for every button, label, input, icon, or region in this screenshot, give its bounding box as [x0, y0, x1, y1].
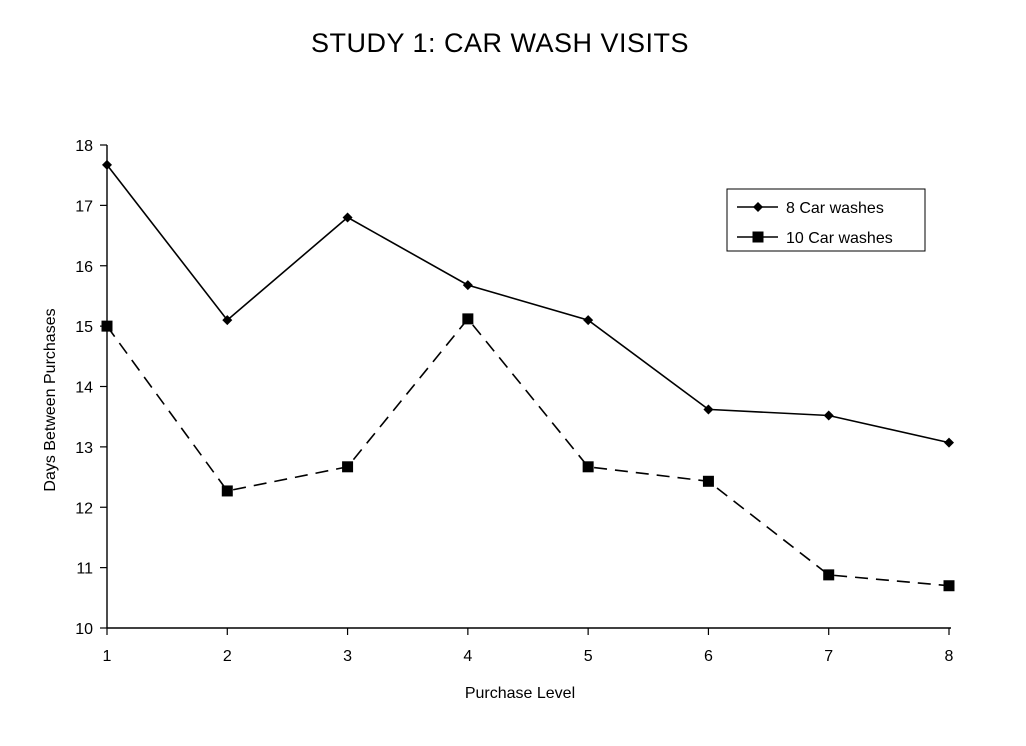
x-axis-ticks: 1 2 3 4 5 6 7 8	[103, 628, 954, 665]
square-marker	[823, 569, 835, 581]
diamond-marker	[703, 404, 714, 415]
y-tick-label: 10	[75, 621, 93, 638]
legend-entry: 10 Car washes	[737, 230, 893, 247]
square-marker	[702, 475, 714, 487]
y-tick-label: 12	[75, 500, 93, 517]
y-tick-label: 18	[75, 138, 93, 155]
diamond-marker	[823, 410, 834, 421]
y-axis-title: Days Between Purchases	[42, 308, 59, 491]
y-tick-label: 16	[75, 259, 93, 276]
square-marker	[582, 461, 594, 473]
x-tick-label: 7	[824, 648, 833, 665]
y-tick-label: 17	[75, 198, 93, 215]
diamond-marker	[102, 159, 112, 170]
square-marker	[221, 485, 233, 497]
y-tick-label: 14	[75, 380, 93, 397]
series-2	[101, 313, 955, 592]
series-line	[106, 164, 950, 444]
x-tick-label: 6	[704, 648, 713, 665]
x-tick-label: 5	[584, 648, 593, 665]
series-1	[102, 159, 954, 448]
legend: 8 Car washes 10 Car washes	[726, 188, 926, 252]
series-line	[106, 317, 950, 587]
diamond-marker	[462, 280, 473, 291]
x-tick-label: 4	[463, 648, 472, 665]
legend-square-marker	[752, 231, 764, 243]
legend-entries: 8 Car washes 10 Car washes	[737, 200, 893, 247]
legend-diamond-marker	[753, 202, 763, 212]
square-marker	[462, 313, 474, 325]
y-tick-label: 15	[75, 319, 93, 336]
legend-label: 10 Car washes	[786, 230, 893, 247]
square-marker	[101, 320, 113, 332]
y-tick-label: 13	[75, 440, 93, 457]
y-axis-ticks: 10 11 12 13 14 15 16 17 18	[75, 138, 107, 638]
diamond-marker	[342, 212, 353, 223]
x-axis-title: Purchase Level	[465, 685, 575, 702]
legend-entry: 8 Car washes	[737, 200, 884, 217]
diamond-marker	[583, 315, 594, 326]
x-tick-label: 3	[343, 648, 352, 665]
x-tick-label: 8	[945, 648, 954, 665]
square-marker	[342, 461, 354, 473]
x-tick-label: 1	[103, 648, 112, 665]
chart-title: STUDY 1: CAR WASH VISITS	[311, 28, 689, 58]
square-marker	[943, 580, 955, 592]
series-layer	[101, 159, 955, 592]
diamond-marker	[222, 315, 233, 326]
diamond-marker	[944, 437, 954, 448]
x-tick-label: 2	[223, 648, 232, 665]
y-tick-label: 11	[76, 561, 93, 578]
legend-label: 8 Car washes	[786, 200, 884, 217]
